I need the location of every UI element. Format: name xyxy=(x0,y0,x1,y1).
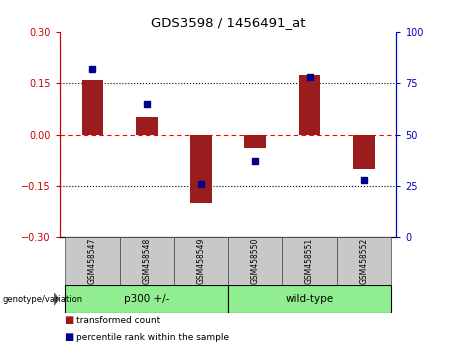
Title: GDS3598 / 1456491_at: GDS3598 / 1456491_at xyxy=(151,16,306,29)
Text: ■: ■ xyxy=(65,315,74,325)
Text: GSM458551: GSM458551 xyxy=(305,238,314,284)
Text: percentile rank within the sample: percentile rank within the sample xyxy=(76,333,229,342)
Bar xyxy=(65,285,228,313)
Bar xyxy=(244,135,266,148)
Bar xyxy=(82,80,103,135)
Bar xyxy=(353,135,375,169)
Text: GSM458550: GSM458550 xyxy=(251,238,260,284)
Text: ■: ■ xyxy=(65,332,74,342)
Bar xyxy=(228,237,283,285)
Bar xyxy=(174,237,228,285)
Text: wild-type: wild-type xyxy=(285,294,334,304)
Polygon shape xyxy=(54,293,59,305)
Text: genotype/variation: genotype/variation xyxy=(2,295,83,304)
Text: transformed count: transformed count xyxy=(76,316,160,325)
Bar xyxy=(136,118,158,135)
Bar xyxy=(337,237,391,285)
Text: GSM458549: GSM458549 xyxy=(196,238,206,284)
Bar xyxy=(228,285,391,313)
Bar xyxy=(283,237,337,285)
Bar xyxy=(120,237,174,285)
Text: p300 +/-: p300 +/- xyxy=(124,294,170,304)
Text: GSM458547: GSM458547 xyxy=(88,238,97,284)
Bar xyxy=(190,135,212,203)
Bar xyxy=(65,237,120,285)
Text: GSM458548: GSM458548 xyxy=(142,238,151,284)
Bar xyxy=(299,75,320,135)
Text: GSM458552: GSM458552 xyxy=(360,238,368,284)
